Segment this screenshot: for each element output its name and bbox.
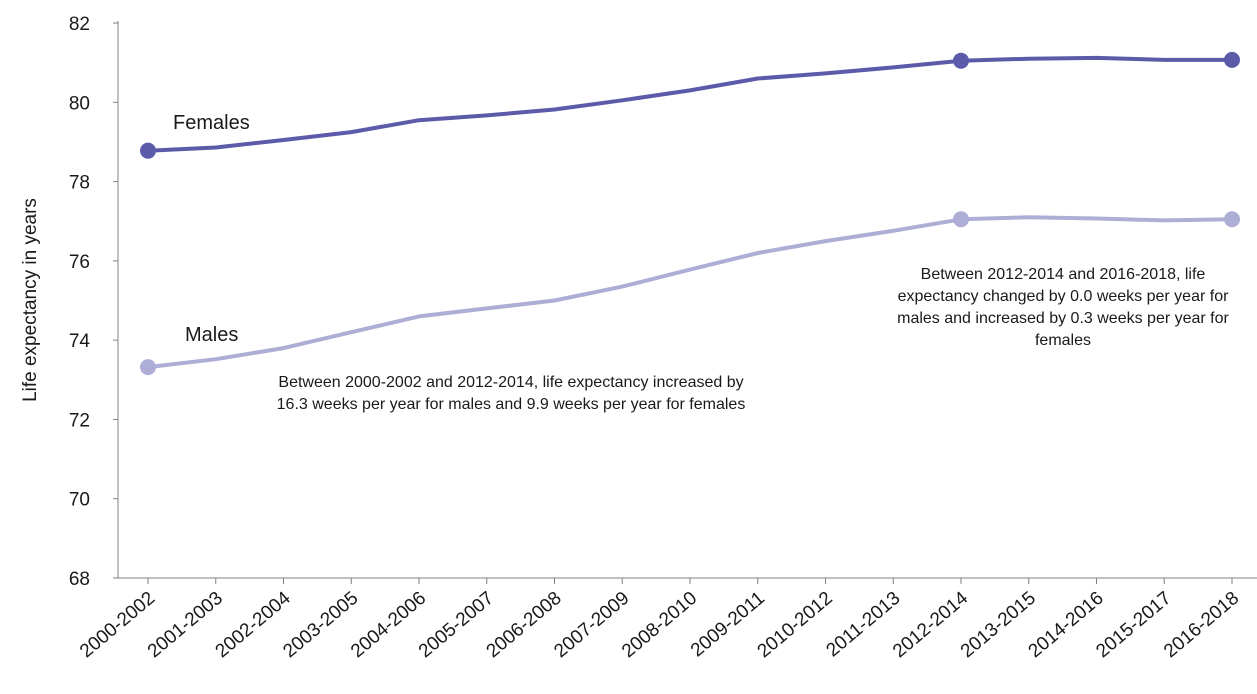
data-point-males	[953, 211, 969, 228]
y-tick-label: 68	[69, 569, 90, 590]
series-line-males	[146, 215, 1234, 370]
y-tick-label: 82	[69, 14, 90, 35]
y-tick-label: 78	[69, 173, 90, 194]
series-label-females: Females	[173, 112, 250, 134]
x-tick-label: 2008-2010	[618, 588, 701, 663]
x-tick-label: 2016-2018	[1160, 588, 1243, 663]
series-label-males: Males	[185, 324, 238, 346]
y-tick-label: 74	[69, 331, 91, 352]
data-point-males	[1224, 211, 1240, 228]
annotation-2012-2018: Between 2012-2014 and 2016-2018, life ex…	[897, 266, 1229, 349]
series-line-females	[146, 55, 1234, 153]
data-point-males	[140, 359, 156, 376]
y-tick-label: 76	[69, 252, 90, 273]
y-tick-label: 80	[69, 93, 90, 114]
y-tick-label: 70	[69, 490, 90, 511]
y-axis-title: Life expectancy in years	[20, 198, 41, 402]
series-layer	[140, 51, 1240, 376]
data-point-females	[1224, 51, 1240, 68]
data-point-females	[140, 142, 156, 159]
annotation-2000-2014: Between 2000-2002 and 2012-2014, life ex…	[276, 374, 746, 413]
data-point-females	[953, 52, 969, 69]
x-tick-label: 2010-2012	[754, 588, 837, 663]
y-tick-label: 72	[69, 410, 90, 431]
